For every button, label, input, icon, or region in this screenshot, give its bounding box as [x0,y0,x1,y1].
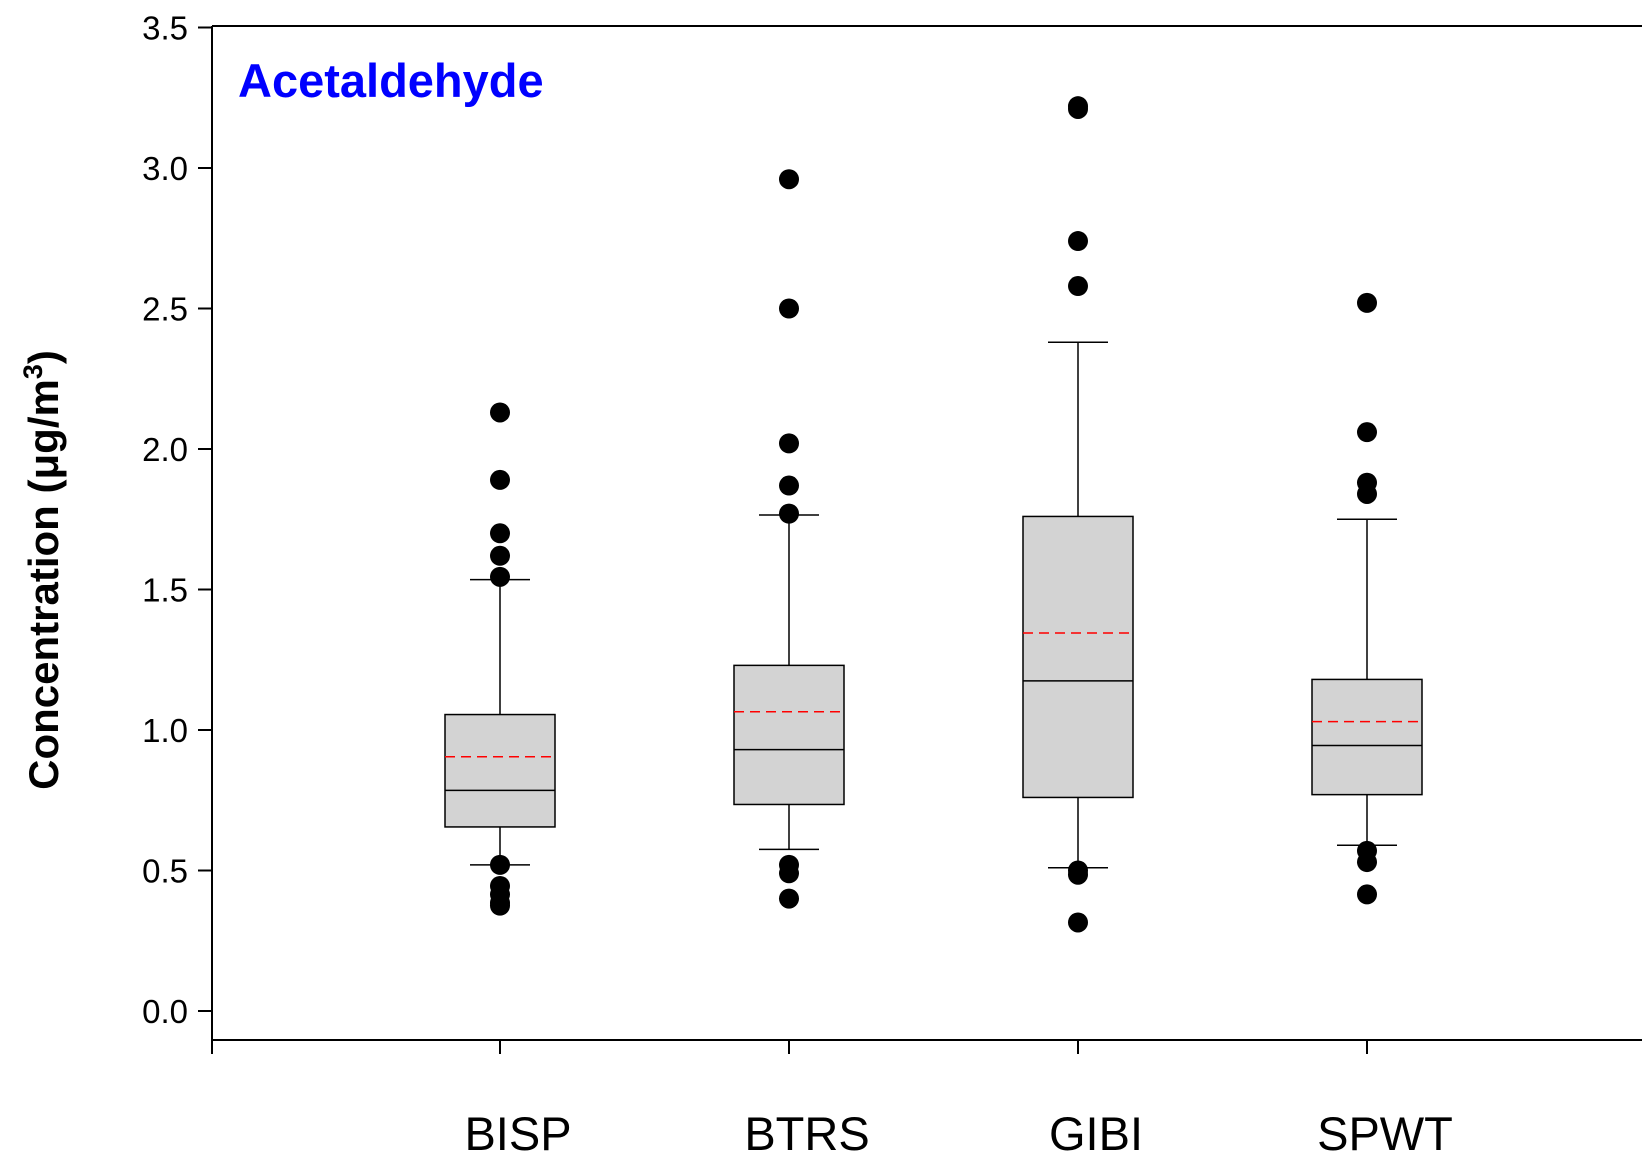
x-category-label: SPWT [1317,1107,1453,1156]
outlier-point [1068,231,1088,252]
iqr-box [1311,678,1423,796]
outlier-point [779,298,799,319]
outlier-point [779,888,799,909]
iqr-box [733,664,845,806]
iqr-box [1022,515,1134,799]
outlier-point [779,169,799,190]
y-tick-label: 1.5 [142,572,188,609]
y-tick-label: 0.5 [142,853,188,890]
y-axis-label-superscript: 3 [18,364,48,379]
y-axis-label: Concentration (μg/m3) [18,350,67,790]
outlier-point [779,863,799,884]
outlier-point [490,523,510,544]
outlier-point [779,433,799,454]
outlier-point [1068,912,1088,933]
y-axis-label-close: ) [20,350,67,364]
x-category-label: GIBI [1049,1107,1143,1156]
y-axis-label-text: Concentration (μg/m [20,379,67,790]
chart-title: Acetaldehyde [238,54,544,107]
plot-area: 0.0 0.5 1.0 1.5 2.0 2.5 3.0 3.5 BISP BTRS GIBI SPWT [142,10,1642,1156]
outlier-point [490,854,510,875]
y-tick-label: 3.5 [142,10,188,47]
outlier-point [1357,852,1377,873]
outlier-point [1068,864,1088,885]
y-tick-label: 1.0 [142,712,188,749]
outlier-point [490,895,510,916]
outlier-point [1068,276,1088,297]
outlier-point [490,469,510,490]
outlier-point [490,545,510,566]
outlier-point [1357,884,1377,905]
x-category-label: BISP [464,1107,571,1156]
outlier-point [1068,98,1088,119]
y-tick-label: 2.0 [142,431,188,468]
y-tick-label: 0.0 [142,993,188,1030]
outlier-point [490,566,510,587]
y-tick-label: 3.0 [142,150,188,187]
outlier-point [779,475,799,496]
iqr-box [444,713,556,828]
outlier-point [779,503,799,524]
outlier-point [1357,292,1377,313]
outlier-point [1357,483,1377,504]
y-tick-label: 2.5 [142,291,188,328]
outlier-point [1357,422,1377,443]
outlier-point [490,402,510,423]
x-category-label: BTRS [744,1107,869,1156]
